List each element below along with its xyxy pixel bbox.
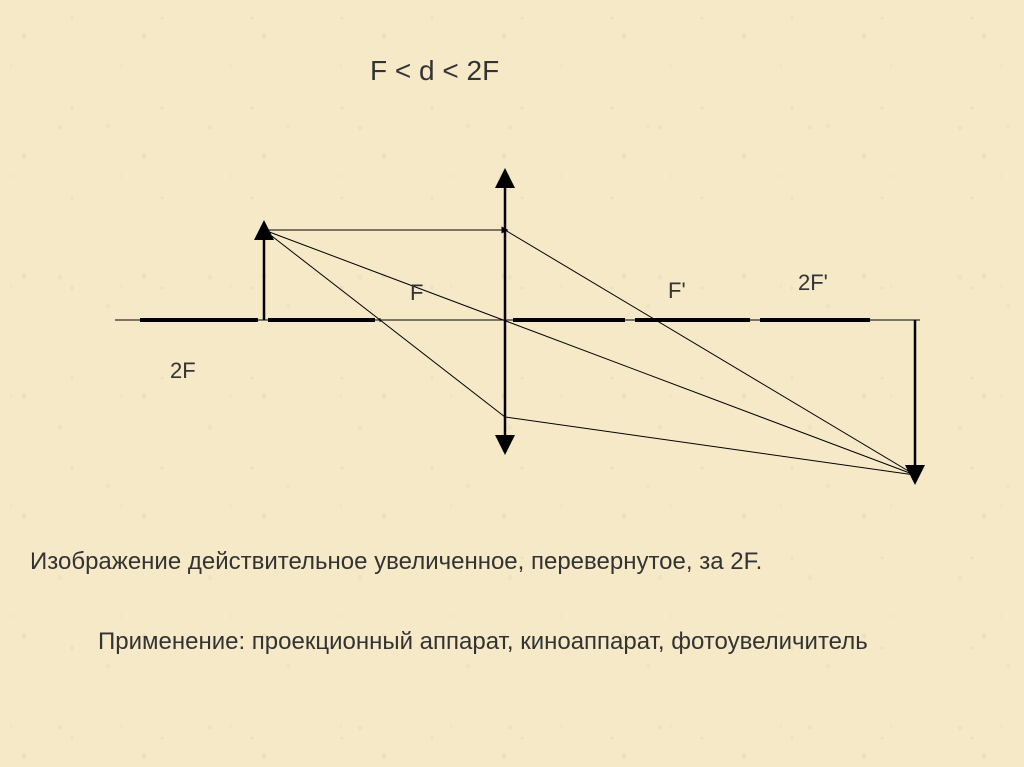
label-F-prime: F'	[668, 278, 686, 304]
label-2F-prime: 2F'	[798, 270, 828, 296]
label-2F: 2F	[170, 358, 196, 384]
description-application: Применение: проекционный аппарат, киноап…	[98, 625, 978, 659]
description-image: Изображение действительное увеличенное, …	[30, 545, 990, 579]
label-F: F	[410, 280, 423, 306]
